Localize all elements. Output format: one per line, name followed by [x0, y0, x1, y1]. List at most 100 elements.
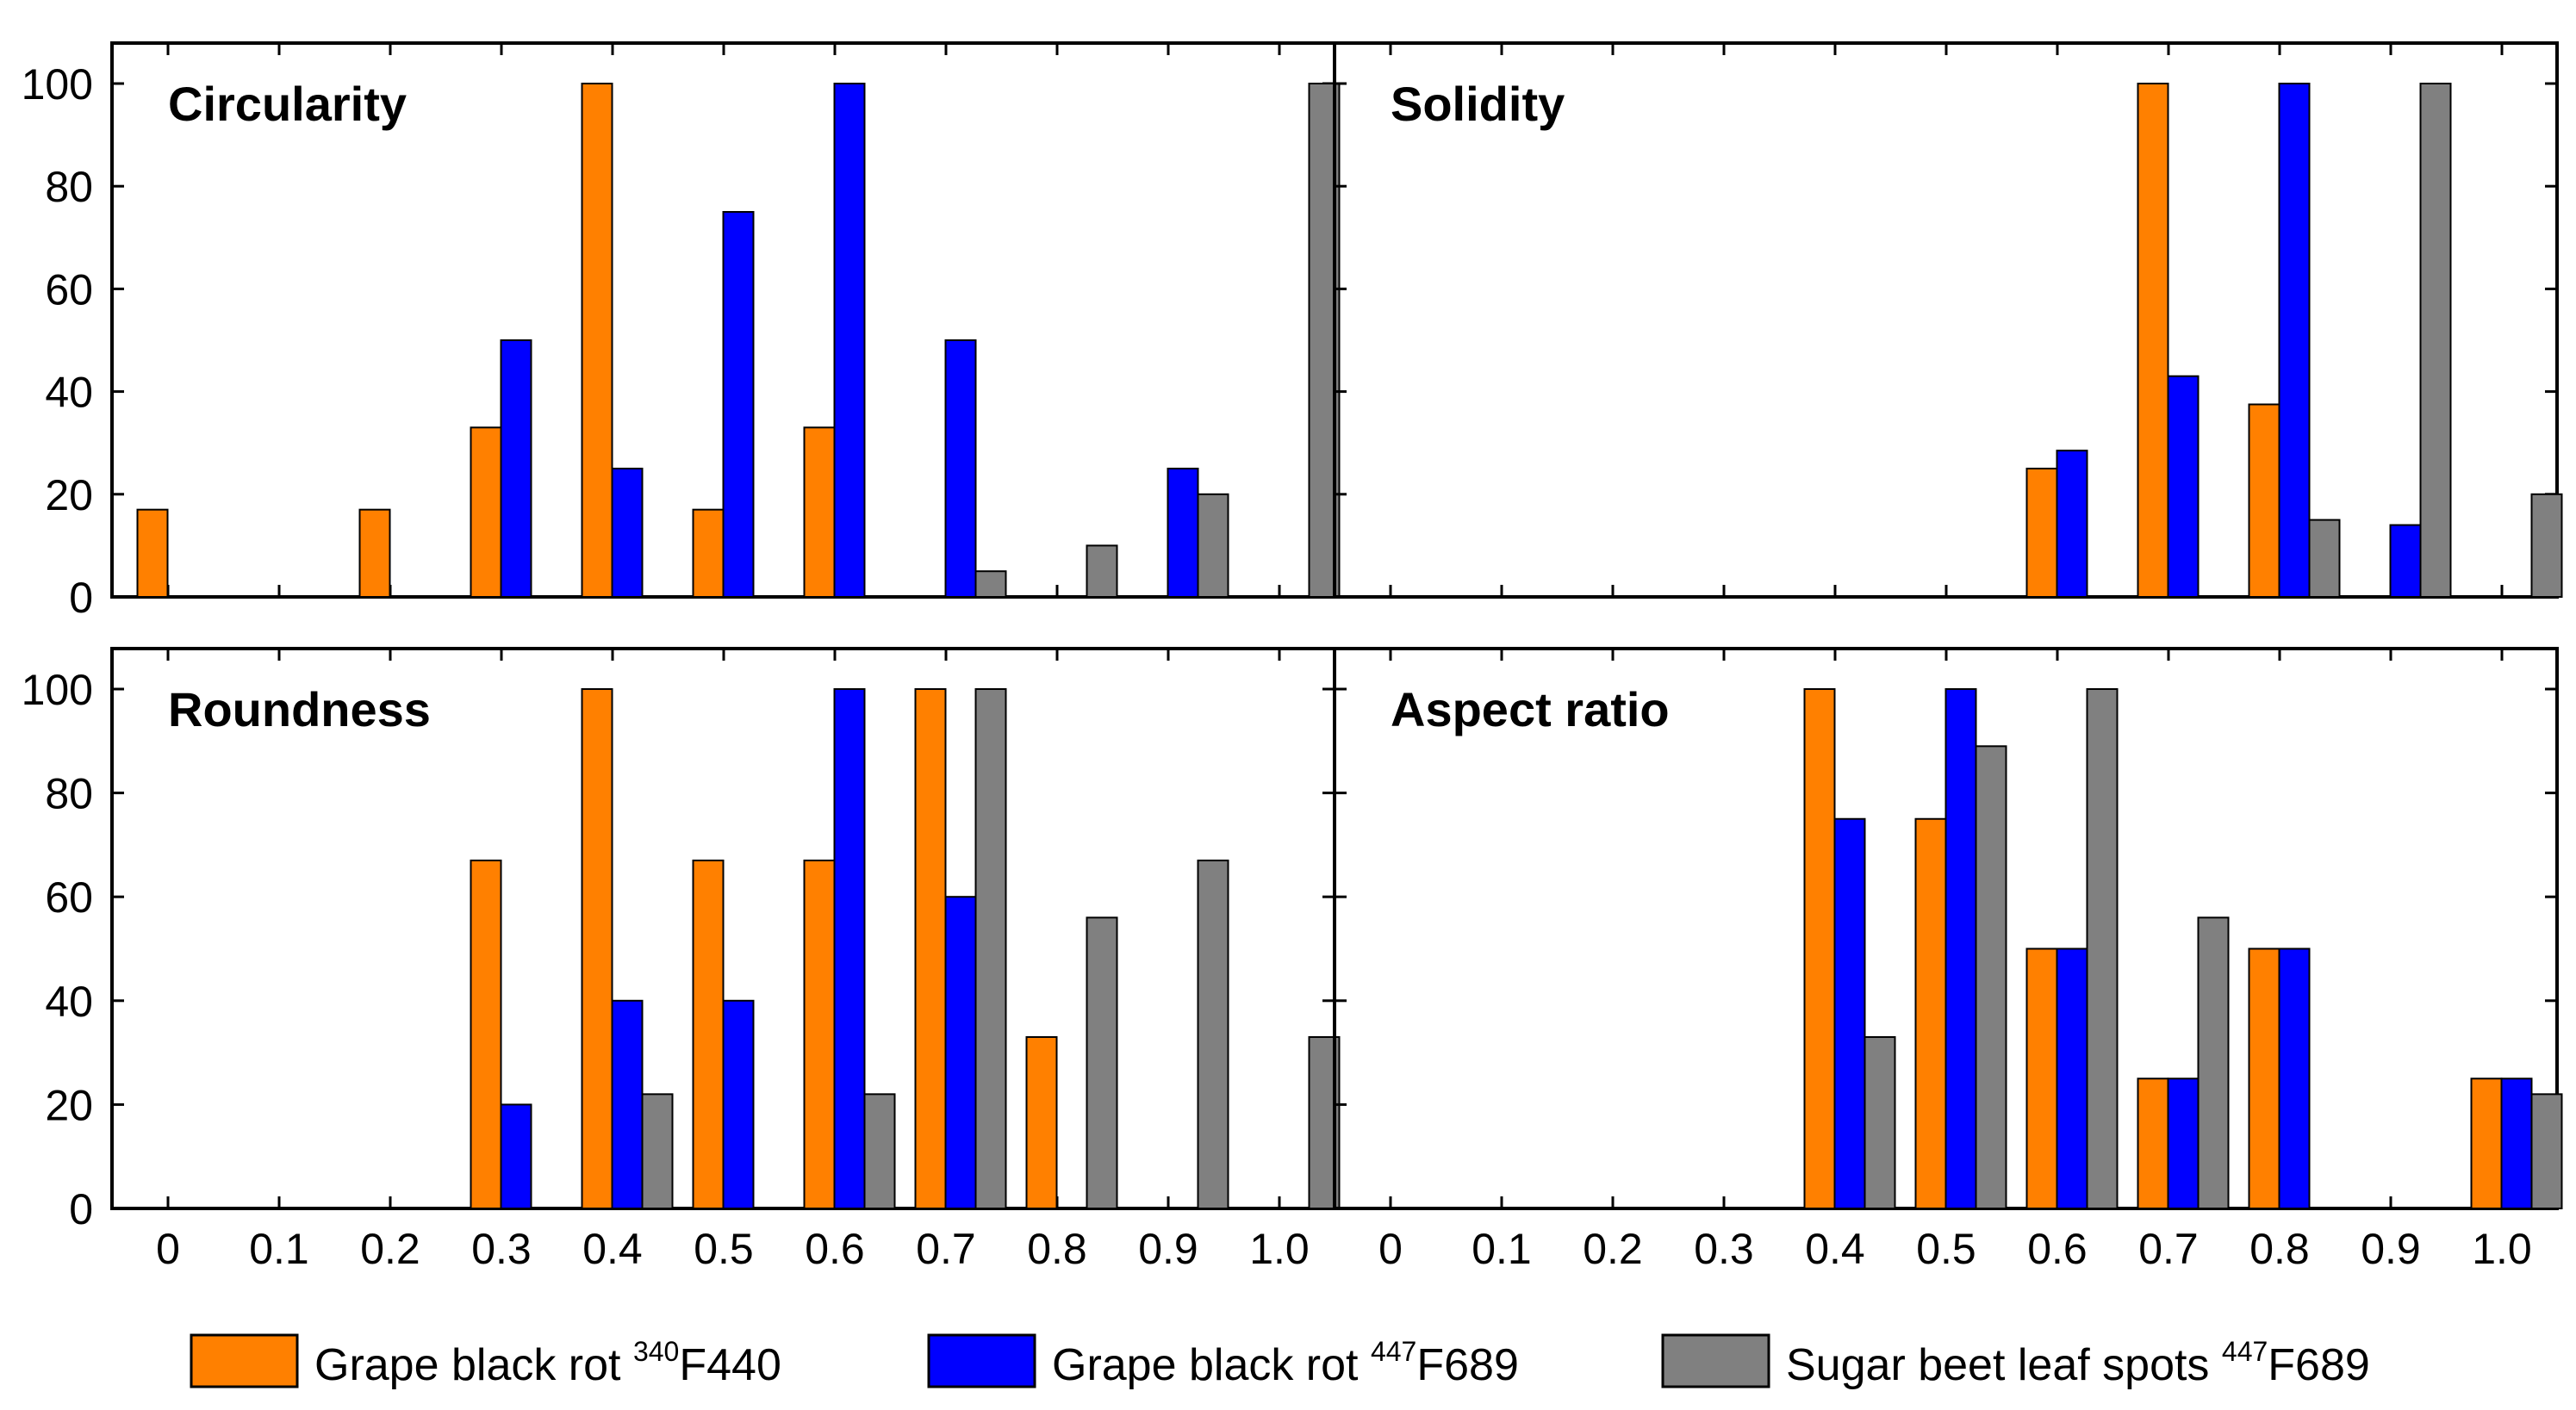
bar-orange [692, 859, 725, 1209]
bar-gray [2530, 1093, 2563, 1209]
legend-label: Grape black rot 340F440 [314, 1336, 781, 1390]
bar-orange [2137, 1078, 2169, 1209]
bar-gray [2419, 83, 2452, 598]
bar-gray [1086, 916, 1118, 1209]
bar-gray [2197, 916, 2230, 1209]
bar-blue [1167, 468, 1199, 598]
x-tick-label: 0.3 [1694, 1225, 1754, 1273]
bar-blue [611, 468, 644, 598]
bar-orange [470, 859, 502, 1209]
legend-label: Sugar beet leaf spots 447F689 [1786, 1336, 2370, 1390]
bar-gray [863, 1093, 896, 1209]
bar-gray [1975, 745, 2007, 1209]
panel-solidity: Solidity [1333, 41, 2563, 599]
y-tick-label: 40 [45, 369, 93, 417]
bar-gray [641, 1093, 674, 1209]
bar-blue [833, 83, 866, 598]
bar-orange [136, 508, 169, 598]
x-tick-label: 0.4 [582, 1225, 643, 1273]
x-tick-label: 0.4 [1805, 1225, 1865, 1273]
bar-blue [944, 339, 977, 598]
y-tick-label: 0 [69, 1185, 93, 1233]
bar-blue [2389, 524, 2422, 598]
bar-blue [722, 211, 755, 598]
x-tick-label: 0.1 [1472, 1225, 1532, 1273]
x-tick-label: 0.2 [1583, 1225, 1643, 1273]
panel-title: Circularity [168, 77, 407, 131]
bar-gray [1197, 859, 1229, 1209]
y-tick-label: 60 [45, 265, 93, 314]
bar-blue [2278, 83, 2311, 598]
y-tick-label: 20 [45, 471, 93, 519]
x-tick-label: 0.8 [1027, 1225, 1087, 1273]
y-tick-label: 80 [45, 163, 93, 211]
bar-gray [974, 688, 1007, 1209]
x-tick-label: 0.7 [916, 1225, 976, 1273]
y-tick-label: 80 [45, 770, 93, 818]
bar-blue [611, 999, 644, 1210]
x-tick-label: 0.5 [694, 1225, 754, 1273]
bar-blue [722, 999, 755, 1210]
bar-orange [1914, 817, 1947, 1209]
x-tick-label: 0.9 [1138, 1225, 1198, 1273]
bar-blue [2056, 947, 2088, 1209]
x-tick-label: 0.8 [2249, 1225, 2310, 1273]
legend-item-grape-black-rot-447: Grape black rot 447F689 [927, 1333, 1519, 1390]
y-tick-label: 20 [45, 1081, 93, 1129]
legend-item-sugar-beet-leaf-spots: Sugar beet leaf spots 447F689 [1661, 1333, 2370, 1390]
x-tick-label: 1.0 [1249, 1225, 1310, 1273]
legend: Grape black rot 340F440 Grape black rot … [190, 1333, 2370, 1390]
legend-label: Grape black rot 447F689 [1052, 1336, 1519, 1390]
x-tick-label: 0.9 [2361, 1225, 2421, 1273]
bar-gray [974, 570, 1007, 599]
y-tick-label: 60 [45, 873, 93, 922]
bar-orange [803, 426, 836, 598]
x-tick-label: 0 [156, 1225, 180, 1273]
bar-gray [2530, 493, 2563, 598]
x-tick-label: 1.0 [2472, 1225, 2532, 1273]
x-tick-label: 0.3 [471, 1225, 532, 1273]
bar-blue [944, 896, 977, 1209]
panel-title: Solidity [1391, 77, 1565, 131]
bar-orange [1025, 1036, 1058, 1210]
bar-gray [1197, 493, 1229, 598]
bar-orange [2470, 1078, 2503, 1209]
panel-circularity: 0 20 40 60 80 100 Circularity [22, 41, 1341, 622]
bar-gray [1086, 544, 1118, 599]
bar-blue [1833, 817, 1866, 1209]
panel-title: Roundness [168, 682, 431, 736]
bar-blue [2167, 375, 2200, 598]
bar-blue [2500, 1078, 2533, 1209]
bar-orange [2248, 403, 2280, 598]
legend-swatch-orange [190, 1333, 299, 1388]
bar-orange [692, 508, 725, 598]
x-tick-label: 0.5 [1916, 1225, 1976, 1273]
bar-blue [2056, 450, 2088, 599]
bar-orange [581, 688, 613, 1209]
legend-swatch-blue [927, 1333, 1036, 1388]
bar-gray [1864, 1036, 1896, 1210]
y-tick-label: 40 [45, 978, 93, 1026]
bar-orange [2025, 947, 2058, 1209]
bar-orange [2248, 947, 2280, 1209]
y-tick-label: 0 [69, 574, 93, 622]
bar-orange [914, 688, 947, 1209]
panel-aspect-ratio: 0 0.1 0.2 0.3 0.4 0.5 0.6 0.7 0.8 0.9 1.0 Aspect ra… [1333, 647, 2563, 1273]
x-tick-label: 0.6 [2027, 1225, 2088, 1273]
bar-blue [500, 339, 532, 598]
panel-roundness: 0 20 40 60 80 100 0 0.1 0.2 0.3 0.4 0.5 0.6 0.7 0.8 0.9… [22, 647, 1341, 1273]
bar-blue [2167, 1078, 2200, 1209]
y-tick-label: 100 [22, 666, 93, 714]
bar-orange [470, 426, 502, 598]
x-tick-label: 0.2 [360, 1225, 420, 1273]
bar-blue [2278, 947, 2311, 1209]
x-tick-label: 0.1 [249, 1225, 309, 1273]
bar-blue [1944, 688, 1977, 1209]
panel-title: Aspect ratio [1391, 682, 1670, 736]
bar-orange [2137, 83, 2169, 598]
chart-panels: 0 20 40 60 80 100 Circularity Solidity 0 20 40 60 80… [22, 41, 2563, 1273]
bar-orange [2025, 468, 2058, 598]
y-tick-label: 100 [22, 60, 93, 109]
bar-orange [358, 508, 391, 598]
